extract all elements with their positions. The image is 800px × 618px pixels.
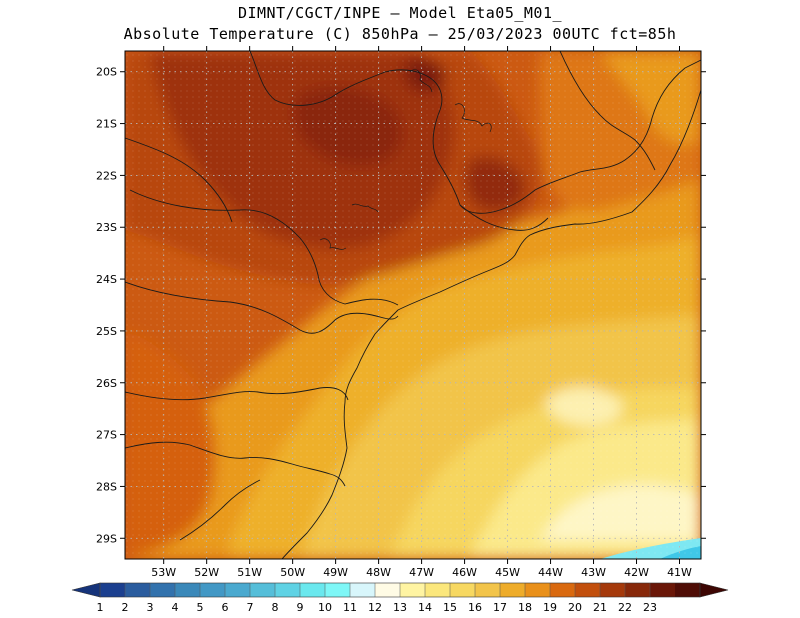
lon-tick-label: 47W — [409, 566, 434, 579]
lat-tick-label: 26S — [96, 377, 117, 390]
lon-tick-label: 49W — [323, 566, 348, 579]
colorbar-label: 13 — [393, 601, 407, 614]
lon-tick-label: 48W — [366, 566, 391, 579]
latitude-axis: 20S 21S 22S 23S 24S 25S 26S 27S 28S 29S — [96, 66, 706, 545]
colorbar-swatch — [100, 583, 126, 597]
colorbar-swatch — [300, 583, 326, 597]
lat-tick-label: 25S — [96, 325, 117, 338]
lon-tick-label: 42W — [624, 566, 649, 579]
map-title-line1: DIMNT/CGCT/INPE — Model Eta05_M01_ — [237, 4, 563, 22]
border-mg-es — [559, 51, 656, 171]
colorbar-over-arrow — [699, 582, 729, 598]
colorbar-label: 19 — [543, 601, 557, 614]
lat-tick-label: 29S — [96, 532, 117, 545]
colorbar-swatch — [400, 583, 426, 597]
colorbar-swatch — [350, 583, 376, 597]
lat-tick-label: 24S — [96, 273, 117, 286]
lake-tres-marias — [409, 69, 433, 93]
lon-tick-label: 51W — [237, 566, 262, 579]
colorbar-swatch — [375, 583, 401, 597]
political-boundaries — [125, 51, 701, 559]
colorbar-label: 2 — [122, 601, 129, 614]
colorbar-label: 8 — [272, 601, 279, 614]
colorbar-label: 10 — [318, 601, 332, 614]
map-title-line2: Absolute Temperature (C) 850hPa — 25/03/… — [123, 25, 677, 43]
colorbar-label: 11 — [343, 601, 357, 614]
graticule — [125, 51, 701, 559]
colorbar-label: 12 — [368, 601, 382, 614]
border-mg-sp — [129, 189, 399, 306]
colorbar-label: 18 — [518, 601, 532, 614]
inland-water-outlines — [319, 69, 492, 250]
longitude-axis: 53W 52W 51W 50W 49W 48W 47W 46W 45W 44W 43W 42W 41W — [151, 46, 692, 579]
lon-tick-label: 53W — [151, 566, 176, 579]
colorbar-swatch — [450, 583, 476, 597]
colorbar-label: 21 — [593, 601, 607, 614]
lon-tick-label: 46W — [452, 566, 477, 579]
temperature-field — [125, 51, 701, 559]
colorbar-label: 14 — [418, 601, 432, 614]
colorbar-swatch — [175, 583, 201, 597]
lon-tick-label: 41W — [667, 566, 692, 579]
lon-tick-label: 43W — [581, 566, 606, 579]
colorbar-swatch — [275, 583, 301, 597]
colorbar-swatch — [600, 583, 626, 597]
colorbar-swatch — [650, 583, 676, 597]
border-sc-rs — [125, 441, 346, 487]
colorbar-swatch — [675, 583, 701, 597]
lake-ilha-solteira — [319, 238, 347, 250]
lon-tick-label: 45W — [495, 566, 520, 579]
colorbar-swatch — [325, 583, 351, 597]
border-sp-pr — [125, 281, 399, 334]
border-rs-west — [179, 479, 261, 541]
colorbar-label: 7 — [247, 601, 254, 614]
colorbar-label: 3 — [147, 601, 154, 614]
lon-tick-label: 50W — [280, 566, 305, 579]
lat-tick-label: 20S — [96, 66, 117, 79]
coastline — [281, 89, 701, 559]
colorbar-label: 5 — [197, 601, 204, 614]
border-mg-rj — [459, 204, 549, 231]
colorbar-swatch — [150, 583, 176, 597]
colorbar-label: 9 — [297, 601, 304, 614]
lon-tick-label: 52W — [194, 566, 219, 579]
colorbar-under-arrow — [71, 582, 101, 598]
colorbar-label: 1 — [97, 601, 104, 614]
colorbar-swatch — [425, 583, 451, 597]
border-pr-sc — [125, 387, 349, 401]
colorbar-label: 23 — [643, 601, 657, 614]
lat-tick-label: 23S — [96, 221, 117, 234]
colorbar-label: 15 — [443, 601, 457, 614]
colorbar-swatch — [500, 583, 526, 597]
lat-tick-label: 21S — [96, 118, 117, 131]
colorbar-swatch — [225, 583, 251, 597]
border-mg-go — [249, 51, 701, 214]
colorbar-swatch — [575, 583, 601, 597]
plot-frame — [124, 50, 702, 560]
colorbar-label: 16 — [468, 601, 482, 614]
colorbar-label: 22 — [618, 601, 632, 614]
colorbar-label: 4 — [172, 601, 179, 614]
colorbar: 1 2 3 4 5 6 7 8 9 10 11 12 13 14 15 16 17 18 19 20 21 22 23 — [71, 582, 729, 614]
lat-tick-label: 22S — [96, 169, 117, 182]
colorbar-label: 20 — [568, 601, 582, 614]
colorbar-swatch — [625, 583, 651, 597]
colorbar-swatch — [525, 583, 551, 597]
colorbar-swatch — [475, 583, 501, 597]
lake-furnas — [454, 103, 492, 133]
colorbar-label: 17 — [493, 601, 507, 614]
colorbar-swatch — [200, 583, 226, 597]
lon-tick-label: 44W — [538, 566, 563, 579]
colorbar-label: 6 — [222, 601, 229, 614]
lat-tick-label: 27S — [96, 429, 117, 442]
colorbar-swatch — [125, 583, 151, 597]
lat-tick-label: 28S — [96, 480, 117, 493]
colorbar-swatch — [550, 583, 576, 597]
lake-itaipu — [351, 203, 379, 213]
border-ms-sp — [125, 137, 233, 223]
colorbar-swatch — [250, 583, 276, 597]
